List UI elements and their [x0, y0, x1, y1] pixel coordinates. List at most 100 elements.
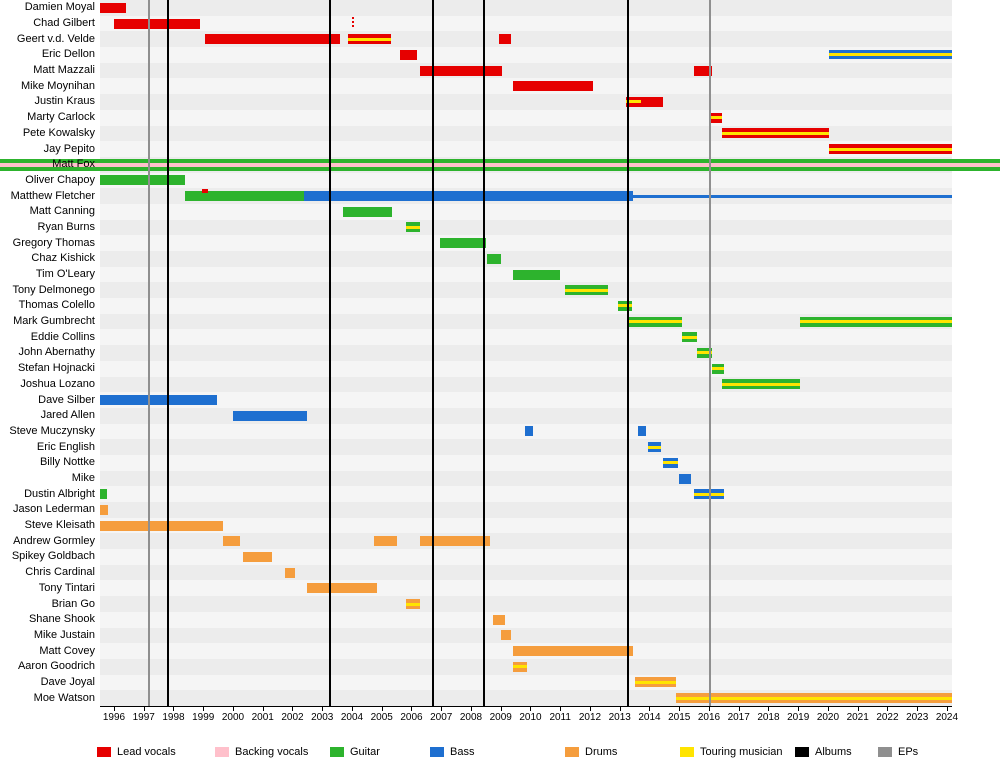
axis-year-label: 2023 [906, 712, 929, 723]
timeline-row [100, 345, 952, 361]
backing-stripe [0, 162, 1000, 167]
axis-year-label: 2024 [935, 712, 959, 723]
member-label: Dave Silber [38, 393, 95, 406]
legend-item-backing: Backing vocals [215, 742, 308, 762]
membership-bar [697, 347, 712, 358]
timeline-row [100, 486, 952, 503]
timeline-row [100, 502, 952, 518]
x-axis: 1996 1997 1998 1999 2000 2001 2002 2003 2004 2005… [0, 707, 1000, 731]
timeline-row [100, 109, 952, 126]
membership-bar [829, 50, 952, 60]
membership-bar [637, 426, 647, 437]
reunion-dashed-mark [351, 16, 354, 30]
axis-tick [351, 707, 353, 711]
axis-tick [679, 707, 681, 711]
backing-swatch [215, 747, 229, 757]
axis-tick [143, 707, 145, 711]
axis-year-label: 2005 [370, 712, 393, 723]
membership-bar [493, 614, 506, 625]
member-label: Mike Justain [33, 628, 95, 641]
membership-bar [512, 269, 561, 280]
touring-stripe [722, 382, 800, 386]
membership-bar [676, 693, 952, 704]
member-label: Mike Moynihan [21, 79, 95, 92]
member-label: Andrew Gormley [13, 534, 95, 547]
legend-label: EPs [898, 746, 919, 758]
membership-bar [647, 442, 662, 453]
membership-bar [512, 661, 528, 672]
membership-bar [113, 18, 201, 29]
axis-tick [560, 707, 562, 711]
member-label: Thomas Colello [18, 299, 95, 312]
member-label: Matt Covey [39, 644, 95, 657]
axis-year-label: 2009 [489, 712, 512, 723]
timeline-row [100, 596, 952, 612]
timeline-row [100, 658, 952, 675]
membership-bar [829, 144, 952, 155]
timeline-row [100, 423, 952, 440]
timeline-row [100, 94, 952, 110]
membership-bar [722, 379, 800, 390]
axis-year-label: 2017 [727, 712, 750, 723]
legend-item-ep: EPs [878, 742, 918, 762]
member-label: Eddie Collins [30, 330, 95, 343]
membership-bar [499, 34, 512, 45]
membership-bar [405, 222, 421, 233]
membership-bar [420, 536, 491, 547]
member-labels: Damien Moyal Chad Gilbert Geert v.d. Velde… [0, 0, 100, 706]
member-label: Chad Gilbert [33, 17, 95, 30]
timeline-row [100, 251, 952, 267]
member-label: Shane Shook [28, 613, 95, 626]
timeline-row [100, 376, 952, 393]
album-swatch [795, 747, 809, 757]
touring-stripe [829, 147, 952, 151]
membership-bar [100, 175, 186, 186]
membership-bar [633, 194, 952, 198]
axis-tick [917, 707, 919, 711]
touring-stripe [711, 367, 724, 371]
touring-stripe [634, 680, 677, 684]
touring-stripe [347, 37, 391, 41]
axis-tick [887, 707, 889, 711]
timeline-row [100, 203, 952, 220]
drums-swatch [565, 747, 579, 757]
axis-tick [530, 707, 532, 711]
membership-bar [487, 253, 501, 264]
membership-bar [640, 96, 663, 107]
legend-item-album: Albums [795, 742, 852, 762]
timeline-row [100, 235, 952, 252]
ep-release-line [708, 0, 711, 706]
membership-bar [625, 96, 641, 107]
legend-item-bass: Bass [430, 742, 474, 762]
member-label: Justin Kraus [34, 95, 95, 108]
legend-item-drums: Drums [565, 742, 617, 762]
membership-bar [100, 504, 109, 515]
album-release-line [431, 0, 434, 706]
timeline-row [0, 156, 1000, 173]
axis-year-label: 2008 [459, 712, 483, 723]
member-label: Pete Kowalsky [22, 126, 95, 139]
membership-bar [710, 112, 723, 123]
lead-swatch [97, 747, 111, 757]
axis-tick [708, 707, 710, 711]
touring-stripe [799, 320, 952, 324]
membership-bar [722, 128, 830, 139]
timeline-row [100, 533, 952, 550]
axis-tick [292, 707, 294, 711]
member-label: Steve Kleisath [24, 519, 95, 532]
member-label: Brian Go [51, 597, 95, 610]
member-label: Tim O'Leary [35, 268, 95, 281]
ep-release-line [148, 0, 151, 706]
timeline-row [100, 454, 952, 471]
legend-label: Drums [585, 746, 618, 758]
legend-label: Lead vocals [117, 746, 176, 758]
member-label: Eric Dellon [41, 48, 95, 61]
member-label: John Abernathy [18, 346, 95, 359]
member-label: Billy Nottke [39, 456, 95, 469]
touring-stripe [405, 225, 421, 229]
touring-stripe [829, 53, 952, 57]
axis-tick [411, 707, 413, 711]
member-label: Tony Delmonego [12, 283, 95, 296]
member-label: Jay Pepito [43, 142, 95, 155]
member-label: Aaron Goodrich [17, 660, 95, 673]
